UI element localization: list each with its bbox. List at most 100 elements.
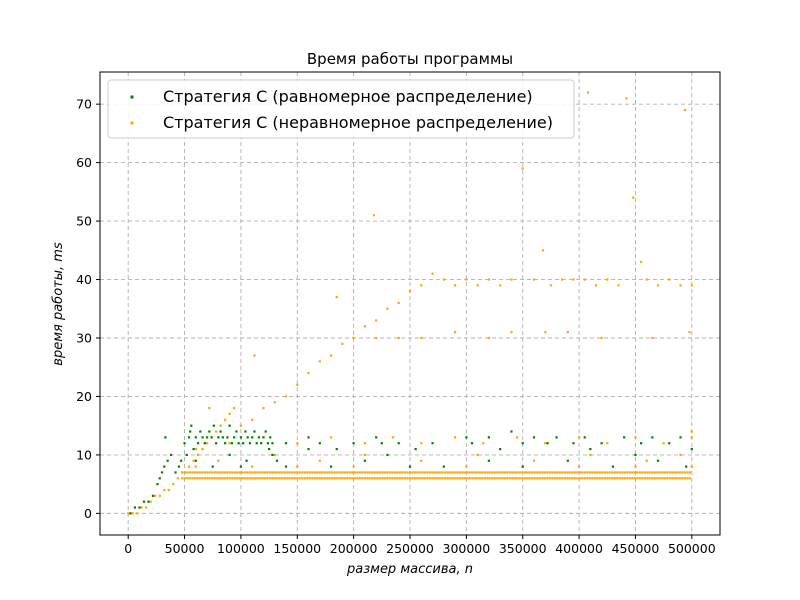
data-point xyxy=(283,471,286,474)
data-point xyxy=(248,477,251,480)
data-point xyxy=(546,471,549,474)
data-point xyxy=(603,471,606,474)
data-point xyxy=(149,500,152,503)
data-point xyxy=(566,477,569,480)
data-point xyxy=(668,477,671,480)
data-point xyxy=(313,471,316,474)
data-point xyxy=(308,471,311,474)
data-point xyxy=(391,471,394,474)
data-point xyxy=(316,477,319,480)
data-point xyxy=(271,442,274,445)
data-point xyxy=(608,471,611,474)
data-point xyxy=(335,295,338,299)
data-point xyxy=(253,477,256,480)
y-tick-label: 30 xyxy=(76,330,92,345)
data-point xyxy=(281,471,284,474)
data-point xyxy=(613,477,616,480)
x-axis-label: размер массива, n xyxy=(346,562,473,577)
data-point xyxy=(690,447,693,451)
data-point xyxy=(663,471,666,474)
data-point xyxy=(651,471,654,474)
data-point xyxy=(641,471,644,474)
data-point xyxy=(328,477,331,480)
data-point xyxy=(224,442,227,445)
data-point xyxy=(226,436,229,439)
data-point xyxy=(446,471,449,474)
data-point xyxy=(591,471,594,474)
data-point xyxy=(679,453,682,457)
data-point xyxy=(154,494,157,497)
data-point xyxy=(391,477,394,480)
data-point xyxy=(186,471,189,474)
data-point xyxy=(206,477,209,480)
data-point xyxy=(521,167,524,170)
data-point xyxy=(606,442,609,445)
data-point xyxy=(386,471,389,474)
data-point xyxy=(478,471,481,474)
data-point xyxy=(266,471,269,474)
data-point xyxy=(681,471,684,474)
data-point xyxy=(203,442,206,445)
data-point xyxy=(513,471,516,474)
data-point xyxy=(456,477,459,480)
data-point xyxy=(242,442,245,445)
data-points xyxy=(127,91,693,515)
data-point xyxy=(192,447,195,451)
data-point xyxy=(210,436,213,439)
data-point xyxy=(378,477,381,480)
x-tick-label: 400000 xyxy=(555,541,603,556)
data-point xyxy=(275,459,279,462)
data-point xyxy=(633,471,636,474)
data-point xyxy=(341,471,344,474)
data-point xyxy=(306,471,309,474)
data-point xyxy=(528,471,531,474)
data-point xyxy=(188,477,191,480)
data-point xyxy=(436,471,439,474)
data-point xyxy=(420,442,423,445)
data-point xyxy=(651,336,654,340)
data-point xyxy=(690,436,693,439)
data-point xyxy=(251,436,254,439)
data-point xyxy=(645,459,648,462)
data-point xyxy=(127,512,130,515)
data-point xyxy=(283,477,286,480)
data-point xyxy=(386,307,389,310)
data-point xyxy=(688,471,691,474)
data-point xyxy=(521,477,524,480)
data-point xyxy=(503,471,506,474)
data-point xyxy=(243,471,246,474)
data-point xyxy=(205,436,209,439)
data-point xyxy=(600,442,603,445)
data-point xyxy=(408,471,411,474)
data-point xyxy=(393,477,396,480)
data-point xyxy=(223,477,226,480)
data-point xyxy=(638,477,641,480)
data-point xyxy=(451,471,454,474)
data-point xyxy=(398,471,401,474)
data-point xyxy=(261,471,264,474)
data-point xyxy=(646,471,649,474)
data-point xyxy=(628,471,631,474)
data-point xyxy=(231,477,234,480)
data-point xyxy=(403,477,406,480)
data-point xyxy=(343,477,346,480)
data-point xyxy=(189,430,192,433)
data-point xyxy=(264,430,267,433)
data-point xyxy=(538,477,541,480)
data-point xyxy=(192,459,195,462)
data-point xyxy=(603,477,606,480)
data-point xyxy=(571,477,574,480)
data-point xyxy=(544,331,547,334)
data-point xyxy=(593,471,596,474)
data-point xyxy=(194,459,197,462)
data-point xyxy=(215,430,218,433)
data-point xyxy=(606,477,609,480)
data-point xyxy=(453,436,457,439)
data-point xyxy=(506,477,509,480)
data-point xyxy=(328,471,331,474)
data-point xyxy=(373,477,376,480)
data-point xyxy=(413,477,416,480)
data-point xyxy=(177,465,181,468)
data-point xyxy=(683,108,687,112)
data-point xyxy=(639,442,643,445)
